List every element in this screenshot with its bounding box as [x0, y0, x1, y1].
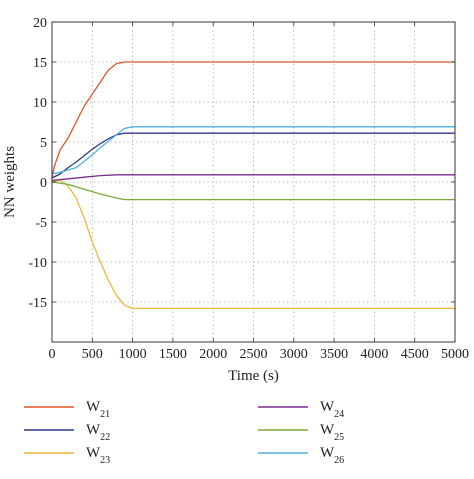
y-tick-label: 20 — [33, 16, 47, 31]
legend-label-w25: W25 — [320, 422, 344, 443]
x-tick-label: 2000 — [199, 347, 227, 362]
y-tick-label: 0 — [40, 176, 47, 191]
series-line-w21 — [51, 61, 455, 179]
series-line-w24 — [51, 174, 455, 182]
x-tick-label: 2500 — [240, 347, 268, 362]
legend-subscript-w24: 24 — [334, 409, 344, 420]
legend-label-w21: W21 — [86, 399, 110, 420]
x-tick-label: 1500 — [159, 347, 187, 362]
legend-subscript-w21: 21 — [100, 409, 110, 420]
series-line-w22 — [51, 132, 455, 179]
y-tick-label: -15 — [28, 296, 47, 311]
legend-subscript-w26: 26 — [334, 455, 344, 466]
series-line-w26 — [51, 126, 455, 175]
legend-label-w23: W23 — [86, 445, 110, 466]
x-tick-label: 4000 — [360, 347, 388, 362]
x-tick-label: 500 — [82, 347, 103, 362]
x-tick-label: 3500 — [320, 347, 348, 362]
y-tick-label: -10 — [28, 256, 47, 271]
legend-label-w26: W26 — [320, 445, 344, 466]
series-line-w25 — [51, 181, 455, 201]
x-tick-label: 4500 — [401, 347, 429, 362]
y-tick-label: 10 — [33, 96, 47, 111]
x-tick-label: 1000 — [119, 347, 147, 362]
x-tick-label: 5000 — [441, 347, 469, 362]
x-axis-label: Time (s) — [228, 368, 279, 384]
x-tick-label: 0 — [49, 347, 56, 362]
y-tick-label: 5 — [40, 136, 47, 151]
y-tick-label: 15 — [33, 56, 47, 71]
legend-label-w24: W24 — [320, 399, 344, 420]
legend-subscript-w25: 25 — [334, 432, 344, 443]
x-tick-label: 3000 — [280, 347, 308, 362]
y-tick-label: -5 — [35, 216, 47, 231]
legend-subscript-w22: 22 — [100, 432, 110, 443]
y-axis-label: NN weights — [2, 146, 18, 218]
legend-label-w22: W22 — [86, 422, 110, 443]
series-line-w23 — [51, 179, 455, 310]
legend-subscript-w23: 23 — [100, 455, 110, 466]
